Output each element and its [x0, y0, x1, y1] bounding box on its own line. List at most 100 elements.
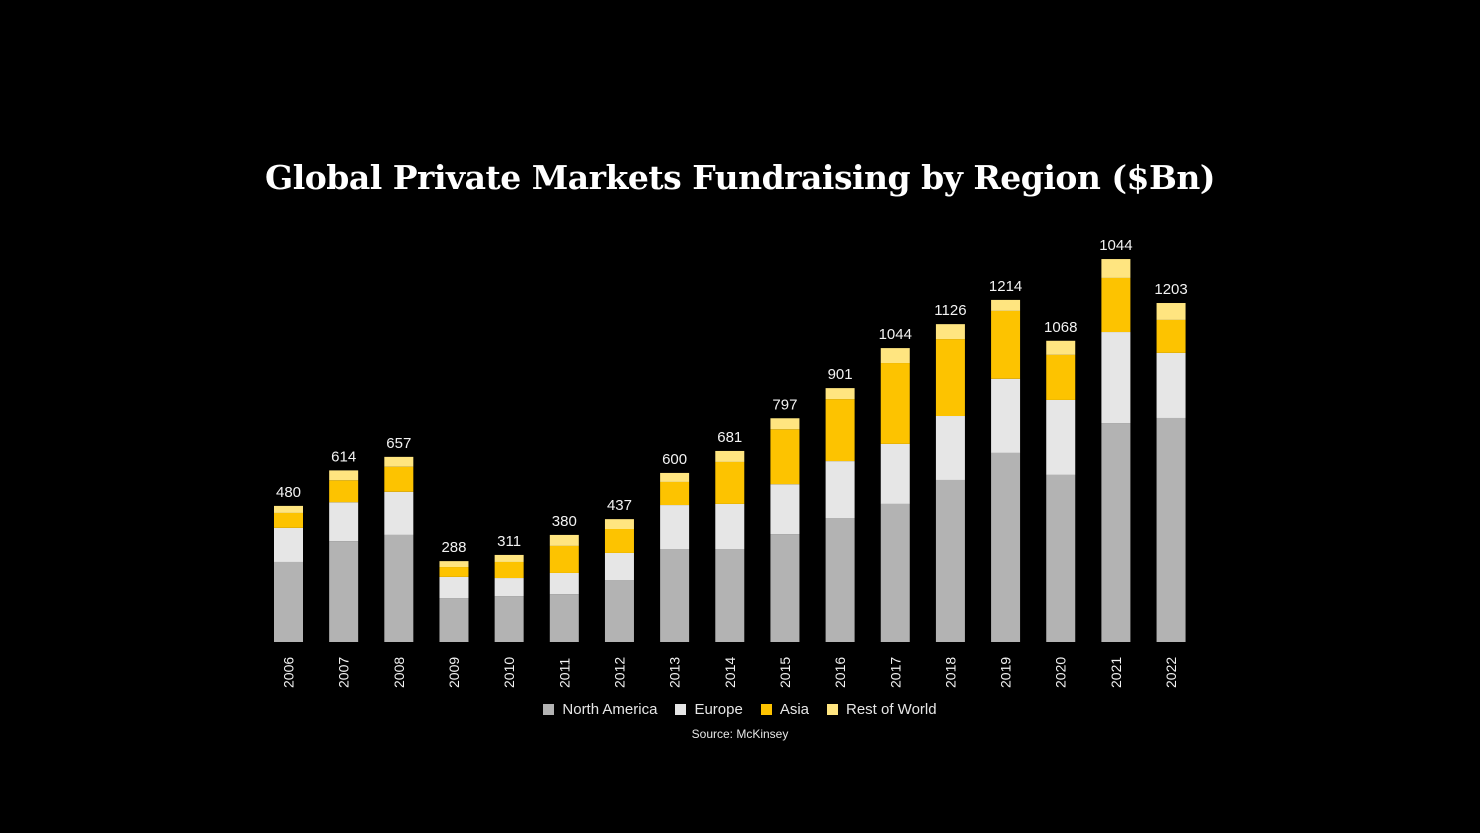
- legend-label: North America: [562, 701, 658, 718]
- x-tick-label-2010: 2010: [501, 657, 517, 688]
- bar-segment-north-america-2021: [1101, 423, 1131, 642]
- bar-segment-rest-of-world-2020: [1046, 340, 1076, 355]
- bar-segment-north-america-2007: [329, 541, 359, 642]
- bar-segment-rest-of-world-2014: [715, 450, 745, 462]
- x-tick-label-2020: 2020: [1053, 657, 1069, 688]
- bar-segment-asia-2010: [494, 561, 524, 579]
- bar-segment-north-america-2006: [274, 561, 303, 642]
- bar-segment-europe-2010: [494, 578, 524, 597]
- bar-segment-north-america-2008: [384, 534, 414, 642]
- x-tick-label-2009: 2009: [446, 657, 462, 688]
- bar-segment-asia-2021: [1101, 277, 1131, 333]
- legend-swatch: [760, 704, 772, 715]
- total-label-2014: 681: [717, 429, 742, 446]
- legend-label: Rest of World: [846, 701, 937, 718]
- bar-segment-europe-2007: [329, 502, 359, 542]
- bar-segment-rest-of-world-2009: [439, 561, 469, 568]
- bar-segment-rest-of-world-2012: [604, 519, 634, 530]
- total-label-2009: 288: [441, 539, 466, 556]
- bar-segment-europe-2020: [1046, 399, 1076, 475]
- x-tick-label-2017: 2017: [887, 657, 903, 688]
- bar-segment-rest-of-world-2007: [329, 470, 359, 481]
- bar-segment-north-america-2022: [1156, 417, 1186, 642]
- bar-segment-asia-2008: [384, 466, 414, 492]
- total-label-2017: 1044: [879, 326, 912, 343]
- bar-segment-europe-2016: [825, 461, 855, 519]
- x-tick-label-2021: 2021: [1108, 657, 1124, 688]
- bar-segment-rest-of-world-2021: [1101, 259, 1131, 278]
- legend-label: Europe: [694, 701, 743, 718]
- bar-segment-north-america-2011: [549, 594, 579, 642]
- bar-segment-rest-of-world-2016: [825, 388, 855, 400]
- bar-segment-north-america-2010: [494, 596, 524, 642]
- x-tick-label-2014: 2014: [722, 657, 738, 688]
- legend-swatch: [675, 704, 687, 715]
- legend-item-europe: Europe: [675, 701, 743, 718]
- total-label-2008: 657: [386, 435, 411, 452]
- legend-swatch: [543, 704, 555, 715]
- bar-segment-europe-2017: [880, 443, 910, 504]
- bar-segment-europe-2009: [439, 576, 469, 599]
- bar-segment-rest-of-world-2015: [770, 418, 800, 430]
- x-tick-label-2008: 2008: [391, 657, 407, 688]
- bar-segment-europe-2014: [715, 503, 745, 550]
- bar-segment-asia-2017: [880, 363, 910, 444]
- x-tick-label-2011: 2011: [556, 658, 572, 688]
- legend-swatch: [827, 704, 838, 715]
- total-label-2015: 797: [772, 396, 797, 413]
- bar-segment-asia-2019: [991, 310, 1021, 379]
- total-label-2010: 311: [497, 533, 521, 550]
- legend-item-asia: Asia: [760, 701, 809, 718]
- bar-segment-europe-2011: [549, 572, 579, 595]
- total-label-2006: 480: [276, 484, 301, 501]
- legend-item-rest-of-world: Rest of World: [827, 701, 937, 718]
- bar-segment-europe-2018: [935, 416, 965, 480]
- bar-segment-rest-of-world-2019: [991, 299, 1021, 311]
- bar-segment-europe-2013: [660, 505, 690, 550]
- bar-segment-asia-2009: [439, 567, 469, 577]
- bar-segment-rest-of-world-2008: [384, 456, 414, 467]
- bar-segment-europe-2022: [1156, 352, 1186, 418]
- total-label-2022: 1203: [1154, 281, 1187, 298]
- bar-segment-asia-2011: [549, 545, 579, 573]
- bar-segment-north-america-2020: [1046, 474, 1076, 642]
- bar-segment-rest-of-world-2013: [660, 472, 690, 482]
- bar-segment-rest-of-world-2017: [880, 348, 910, 364]
- legend-item-north-america: North America: [543, 701, 657, 718]
- bar-segment-rest-of-world-2018: [935, 324, 965, 340]
- bar-segment-asia-2006: [274, 512, 303, 528]
- x-tick-label-2013: 2013: [667, 657, 683, 688]
- legend: North America Europe Asia Rest of World: [0, 701, 1480, 718]
- bar-segment-rest-of-world-2006: [274, 505, 303, 513]
- bar-segment-europe-2015: [770, 484, 800, 535]
- x-tick-label-2018: 2018: [942, 657, 958, 688]
- x-tick-label-2006: 2006: [281, 657, 297, 688]
- bar-segment-europe-2021: [1101, 332, 1131, 424]
- bar-segment-north-america-2013: [660, 549, 690, 642]
- bar-segment-asia-2014: [715, 461, 745, 504]
- bar-segment-rest-of-world-2022: [1156, 303, 1186, 320]
- bar-segment-asia-2007: [329, 480, 359, 503]
- bar-segment-asia-2015: [770, 429, 800, 485]
- total-label-2021: 1044: [1099, 237, 1132, 254]
- total-label-2016: 901: [828, 366, 853, 383]
- bar-segment-north-america-2014: [715, 549, 745, 642]
- bar-segment-asia-2018: [935, 339, 965, 417]
- total-label-2007: 614: [331, 448, 356, 465]
- bar-segment-asia-2012: [604, 529, 634, 553]
- x-tick-label-2022: 2022: [1163, 657, 1179, 688]
- bar-segment-north-america-2009: [439, 598, 469, 642]
- bar-segment-north-america-2019: [991, 452, 1021, 642]
- bar-segment-north-america-2018: [935, 479, 965, 642]
- x-tick-label-2012: 2012: [611, 657, 627, 688]
- bar-segment-north-america-2012: [604, 580, 634, 642]
- bar-segment-asia-2022: [1156, 319, 1186, 353]
- bar-segment-north-america-2016: [825, 518, 855, 642]
- total-label-2012: 437: [607, 497, 632, 514]
- legend-label: Asia: [779, 701, 809, 718]
- bar-segment-asia-2016: [825, 399, 855, 462]
- bar-segment-north-america-2017: [880, 503, 910, 642]
- bar-segment-asia-2020: [1046, 354, 1076, 400]
- bar-segment-rest-of-world-2011: [549, 534, 579, 546]
